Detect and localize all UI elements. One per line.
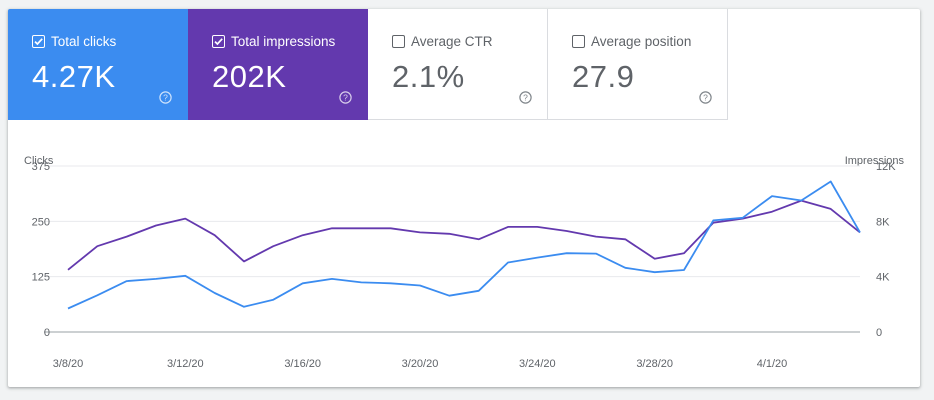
help-icon[interactable]: ?: [159, 91, 172, 104]
metric-label: Average CTR: [411, 34, 493, 49]
left-tick-label: 0: [44, 327, 50, 339]
performance-chart: Clicks Impressions 375 12K 250 8K 125 4K 0 0 3/8/2…: [24, 155, 905, 370]
left-tick-label: 125: [32, 272, 50, 284]
performance-card: Total clicks 4.27K? Total impressions 202K?…: [8, 9, 920, 387]
help-icon[interactable]: ?: [519, 91, 532, 104]
x-tick-label: 4/1/20: [757, 358, 788, 370]
help-icon[interactable]: ?: [699, 91, 712, 104]
metric-tile-average-position[interactable]: Average position 27.9?: [548, 9, 728, 120]
svg-text:?: ?: [703, 93, 708, 103]
svg-text:?: ?: [163, 93, 168, 103]
metric-tile-total-impressions[interactable]: Total impressions 202K?: [188, 9, 368, 120]
x-tick-label: 3/20/20: [402, 358, 439, 370]
left-tick-label: 375: [32, 161, 50, 173]
x-tick-label: 3/24/20: [519, 358, 556, 370]
svg-text:?: ?: [343, 93, 348, 103]
right-tick-label: 0: [876, 327, 882, 339]
x-tick-label: 3/28/20: [636, 358, 673, 370]
metric-value: 2.1%: [392, 59, 465, 94]
metric-tile-average-ctr[interactable]: Average CTR 2.1%?: [368, 9, 548, 120]
metric-tiles: Total clicks 4.27K? Total impressions 202K?…: [8, 9, 728, 120]
x-tick-label: 3/8/20: [53, 358, 84, 370]
clicks-series-line[interactable]: [67, 180, 861, 310]
metric-value: 27.9: [572, 59, 635, 94]
checkbox-unchecked-icon[interactable]: [572, 35, 585, 48]
left-axis-title: Clicks: [24, 155, 54, 167]
x-tick-label: 3/12/20: [167, 358, 204, 370]
metric-label: Total clicks: [51, 34, 117, 49]
checkbox-unchecked-icon[interactable]: [392, 35, 405, 48]
left-tick-label: 250: [32, 216, 50, 228]
right-tick-label: 4K: [876, 272, 890, 284]
right-tick-label: 12K: [876, 161, 896, 173]
metric-value: 202K: [212, 59, 287, 94]
impressions-series-line[interactable]: [67, 199, 861, 271]
x-tick-label: 3/16/20: [284, 358, 321, 370]
right-tick-label: 8K: [876, 216, 890, 228]
help-icon[interactable]: ?: [339, 91, 352, 104]
checkbox-checked-icon[interactable]: [212, 35, 225, 48]
metric-label: Total impressions: [231, 34, 336, 49]
svg-text:?: ?: [523, 93, 528, 103]
metric-label: Average position: [591, 34, 692, 49]
checkbox-checked-icon[interactable]: [32, 35, 45, 48]
metric-tile-total-clicks[interactable]: Total clicks 4.27K?: [8, 9, 188, 120]
metric-value: 4.27K: [32, 59, 116, 94]
right-axis-title: Impressions: [845, 155, 905, 167]
